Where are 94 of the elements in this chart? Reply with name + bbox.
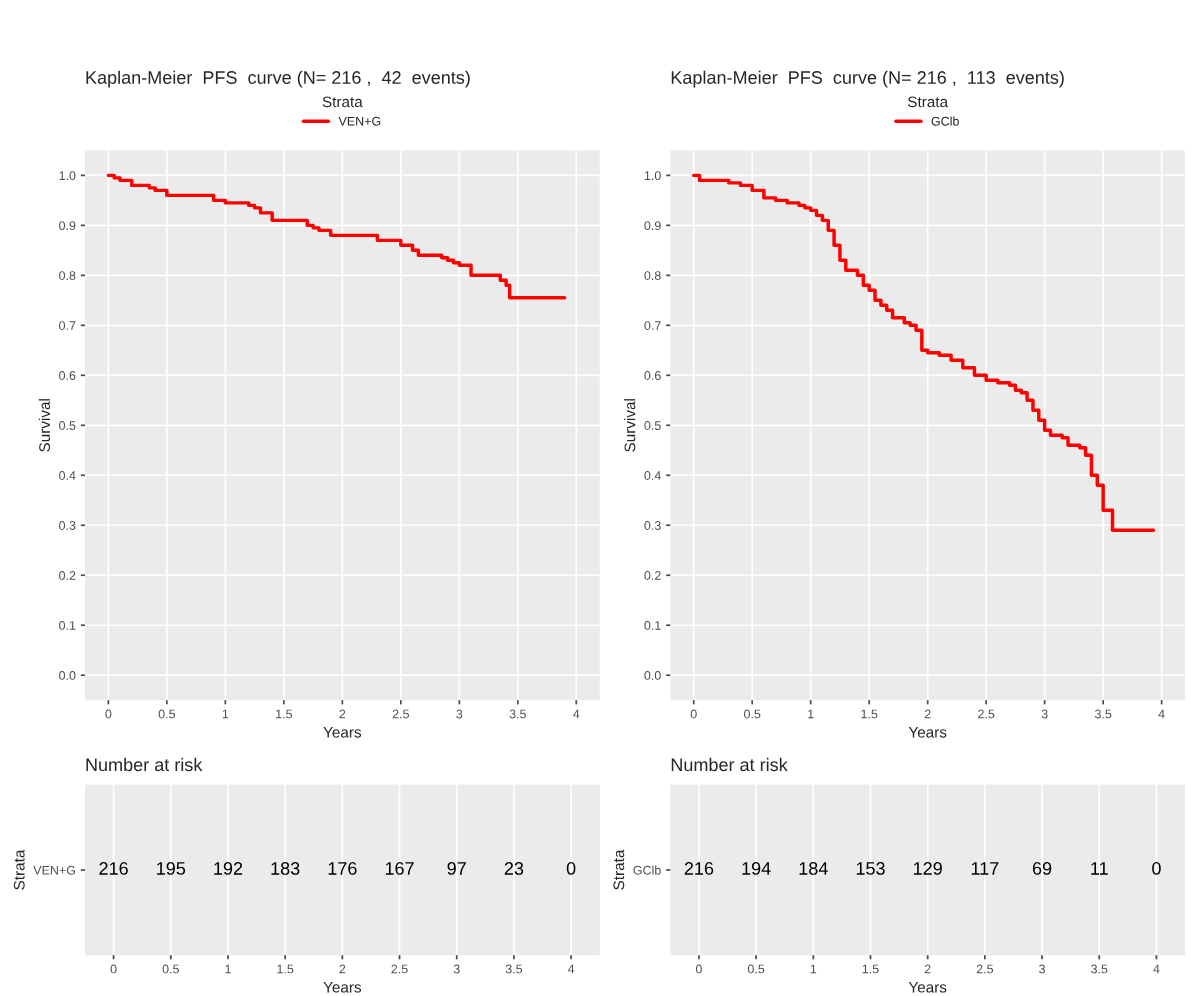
- y-tick-label: 0.1: [59, 621, 76, 630]
- x-tick-label: 1: [808, 709, 814, 719]
- x-tick-label: 1: [225, 964, 231, 974]
- x-tick-label: 3.5: [509, 709, 526, 719]
- chart-title: Kaplan-Meier PFS curve (N= 216 , 42 events): [86, 70, 470, 88]
- x-tick-label: 3.5: [1091, 964, 1108, 974]
- data-label: 194: [742, 862, 771, 875]
- chart-title: Number at risk: [86, 757, 203, 772]
- data-label: 216: [684, 862, 714, 875]
- y-tick-label: 0.1: [644, 621, 661, 630]
- y-tick-label: 0.9: [59, 221, 76, 231]
- y-tick-label: 1.0: [59, 171, 76, 181]
- x-tick-label: 0: [690, 709, 697, 719]
- x-tick-label: 2: [339, 964, 346, 974]
- x-tick-label: 0.5: [158, 709, 176, 719]
- x-tick-label: 3: [456, 709, 463, 719]
- y-tick-label: 0.0: [59, 671, 76, 680]
- legend-label: VEN+G: [338, 116, 381, 126]
- x-tick-label: 3: [453, 964, 460, 974]
- x-tick-label: 0: [110, 964, 117, 974]
- x-axis-title: Years: [323, 981, 362, 993]
- x-tick-label: 0: [105, 709, 112, 719]
- x-tick-label: 2: [339, 709, 346, 719]
- y-tick-label: 0.6: [644, 371, 661, 380]
- legend-label: GClb: [931, 116, 959, 126]
- data-label: 167: [385, 862, 414, 875]
- y-tick-label: 0.4: [59, 471, 76, 480]
- y-tick-label: 0.3: [644, 521, 661, 530]
- data-label: 216: [99, 862, 128, 875]
- y-axis-title: Strata: [613, 849, 625, 890]
- x-tick-label: 2: [924, 709, 931, 719]
- y-tick-label: 0.5: [59, 421, 76, 430]
- x-tick-label: 2: [924, 964, 931, 974]
- y-tick-label: 0.9: [644, 221, 661, 231]
- data-label: 69: [1032, 862, 1052, 875]
- data-label: 0: [566, 862, 576, 875]
- y-tick-label: 0.8: [59, 271, 76, 280]
- y-tick-label: 0.2: [644, 571, 661, 580]
- x-tick-label: 0: [695, 964, 702, 974]
- y-tick-label: 0.3: [59, 521, 76, 530]
- y-tick-label: 1.0: [644, 171, 661, 181]
- data-label: 184: [799, 862, 828, 875]
- chart-title: Kaplan-Meier PFS curve (N= 216 , 113 events): [671, 70, 1064, 88]
- y-tick-label: GClb: [633, 865, 661, 875]
- y-tick-label: 0.8: [644, 271, 661, 280]
- data-label: 153: [856, 862, 885, 875]
- data-label: 11: [1091, 862, 1108, 875]
- y-axis-title: Strata: [13, 849, 25, 890]
- x-tick-label: 2.5: [978, 709, 995, 719]
- x-tick-label: 1.5: [861, 709, 878, 719]
- y-tick-label: 0.2: [59, 571, 76, 580]
- y-tick-label: VEN+G: [33, 865, 76, 875]
- x-axis-title: Years: [908, 726, 947, 738]
- y-tick-label: 0.4: [644, 471, 661, 480]
- x-tick-label: 3.5: [505, 964, 523, 974]
- data-label: 176: [328, 862, 357, 875]
- x-tick-label: 1.5: [276, 709, 293, 719]
- x-tick-label: 3: [1041, 709, 1048, 719]
- legend-title: Strata: [322, 96, 363, 108]
- y-tick-label: 0.7: [59, 321, 76, 330]
- x-tick-label: 3.5: [1094, 709, 1112, 719]
- legend-title: Strata: [907, 96, 949, 108]
- y-tick-label: 0.6: [59, 371, 76, 380]
- y-axis-title: Survival: [624, 399, 636, 452]
- y-tick-label: 0.5: [644, 421, 661, 430]
- chart-title: Number at risk: [671, 757, 788, 772]
- x-tick-label: 1: [222, 709, 229, 719]
- data-label: 195: [157, 862, 186, 875]
- data-label: 117: [971, 862, 999, 875]
- x-tick-label: 0.5: [747, 964, 765, 974]
- x-tick-label: 0.5: [744, 709, 761, 719]
- x-tick-label: 0.5: [162, 964, 179, 974]
- y-tick-label: 0.7: [644, 321, 661, 330]
- x-tick-label: 4: [573, 709, 580, 719]
- x-tick-label: 2.5: [392, 709, 409, 719]
- data-label: 0: [1152, 862, 1161, 875]
- y-axis-title: Survival: [38, 399, 51, 452]
- x-axis-title: Years: [908, 981, 947, 993]
- data-label: 192: [214, 862, 243, 875]
- y-tick-label: 0.0: [644, 671, 661, 680]
- x-tick-label: 1.5: [862, 964, 879, 974]
- data-label: 183: [271, 862, 300, 875]
- data-label: 97: [447, 862, 466, 875]
- data-label: 23: [504, 862, 524, 875]
- x-tick-label: 3: [1039, 964, 1045, 974]
- x-tick-label: 4: [567, 964, 575, 974]
- x-tick-label: 2.5: [976, 964, 994, 974]
- x-tick-label: 2.5: [391, 964, 408, 974]
- x-tick-label: 4: [1158, 709, 1165, 719]
- data-label: 129: [913, 862, 942, 875]
- x-tick-label: 4: [1153, 964, 1160, 974]
- x-axis-title: Years: [323, 726, 362, 738]
- x-tick-label: 1.5: [277, 964, 294, 974]
- x-tick-label: 1: [810, 964, 817, 974]
